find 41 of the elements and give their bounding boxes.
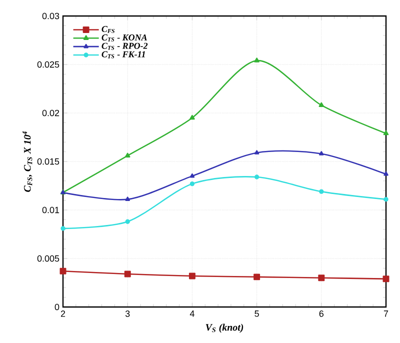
point — [319, 151, 324, 156]
point — [190, 181, 195, 186]
y-tick-label: 0.025 — [37, 61, 60, 68]
x-axis-title: V$_{S}$ (knot) — [206, 324, 244, 333]
x-tick-label: 3 — [125, 310, 130, 317]
x-tick-label: 7 — [384, 310, 388, 317]
point — [188, 272, 196, 280]
point — [60, 268, 66, 274]
point — [318, 102, 324, 108]
point — [125, 196, 130, 201]
point — [190, 114, 195, 120]
point — [124, 152, 130, 158]
point — [384, 171, 388, 176]
y-axis-title: C$_{FS}$, C$_{TS}$ X 10$^{4}$ — [22, 131, 32, 192]
point — [254, 150, 260, 154]
x-tick-label: 2 — [60, 310, 66, 317]
y-tick-label: 0.005 — [37, 255, 60, 262]
point — [254, 174, 260, 180]
point — [318, 274, 325, 282]
legend-label: C$_{TS}$ - FK-11 — [102, 51, 145, 58]
x-tick-label: 5 — [254, 310, 259, 317]
point — [254, 274, 260, 280]
point — [190, 173, 195, 178]
legend-label: C$_{FS}$ — [102, 26, 114, 33]
point — [382, 276, 390, 282]
point — [384, 196, 388, 202]
legend-label: C$_{TS}$ - KONA — [102, 34, 147, 42]
x-tick-label: 4 — [190, 310, 194, 317]
y-tick-label: 0.015 — [37, 158, 60, 165]
legend-label: C$_{TS}$ - RPO-2 — [102, 42, 148, 50]
y-tick-label: 0.03 — [42, 12, 60, 20]
point — [60, 226, 66, 231]
point — [125, 219, 130, 224]
y-tick-label: 0.01 — [42, 206, 60, 214]
y-tick-label: 0 — [54, 304, 60, 310]
point — [383, 130, 389, 136]
point — [124, 270, 131, 278]
point — [319, 189, 324, 194]
y-tick-label: 0.02 — [42, 110, 60, 116]
point — [254, 58, 260, 62]
x-tick-label: 6 — [319, 310, 324, 317]
